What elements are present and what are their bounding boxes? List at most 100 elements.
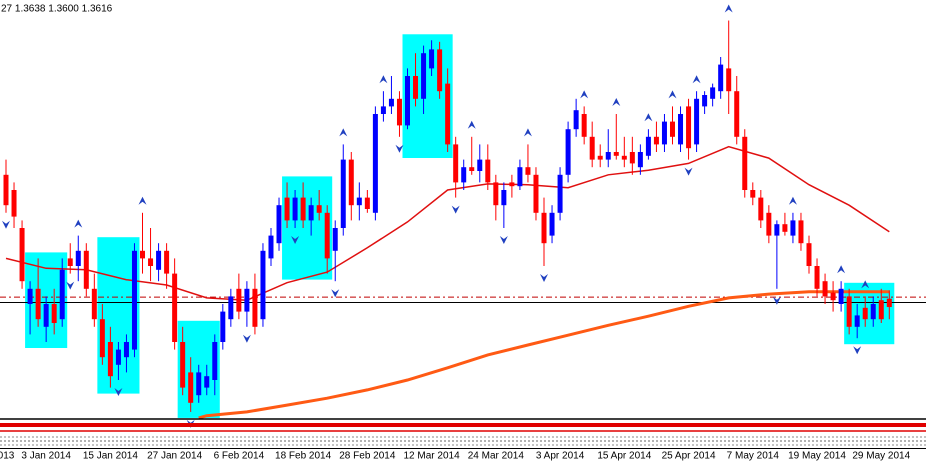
candle-body bbox=[316, 205, 322, 213]
fractal-up bbox=[612, 98, 621, 106]
candle-body bbox=[292, 197, 298, 221]
candle-body bbox=[260, 250, 266, 320]
fractal-up bbox=[523, 128, 532, 137]
candle-body bbox=[814, 266, 820, 289]
fractal-down bbox=[242, 334, 251, 343]
candle-body bbox=[453, 144, 459, 183]
candle-body bbox=[822, 281, 828, 297]
candle-body bbox=[565, 129, 571, 175]
x-tick-label: 25 Apr 2014 bbox=[662, 451, 716, 462]
x-tick-label: 15 Apr 2014 bbox=[597, 451, 651, 462]
candle-body bbox=[180, 342, 186, 388]
highlight-box bbox=[402, 34, 453, 158]
candle-body bbox=[533, 174, 539, 213]
candle-body bbox=[742, 136, 748, 190]
candle-body bbox=[710, 87, 716, 99]
candle-body bbox=[862, 307, 868, 320]
candle-body bbox=[123, 342, 129, 358]
candle-body bbox=[830, 292, 836, 301]
candle-body bbox=[637, 152, 643, 168]
candle-body bbox=[3, 174, 9, 206]
candle-body bbox=[43, 304, 49, 327]
candle-body bbox=[300, 197, 306, 221]
candle-body bbox=[196, 372, 202, 396]
candle-body bbox=[686, 106, 692, 149]
candle-body bbox=[437, 49, 443, 92]
candle-body bbox=[501, 190, 507, 206]
x-tick-label: 6 Feb 2014 bbox=[214, 451, 265, 462]
chart-header: 27 1.3638 1.3600 1.3616 bbox=[1, 4, 113, 15]
candle-body bbox=[268, 235, 274, 259]
candle-body bbox=[236, 288, 242, 312]
candle-body bbox=[774, 224, 780, 236]
candle-body bbox=[485, 159, 491, 183]
candle-body bbox=[517, 167, 523, 187]
candle-body bbox=[653, 136, 659, 145]
candle-body bbox=[308, 205, 314, 221]
fractal-down bbox=[66, 281, 75, 290]
candle-body bbox=[613, 152, 619, 156]
fractal-down bbox=[540, 274, 549, 282]
fractal-down bbox=[114, 388, 123, 396]
candle-body bbox=[75, 250, 81, 266]
candle-body bbox=[59, 269, 65, 320]
candle-body bbox=[188, 372, 194, 403]
candle-body bbox=[284, 197, 290, 221]
candle-body bbox=[573, 110, 579, 130]
fractal-down bbox=[499, 236, 508, 244]
candle-body bbox=[589, 136, 595, 160]
x-tick-label: 12 Mar 2014 bbox=[404, 451, 461, 462]
fractal-up bbox=[668, 90, 677, 99]
candle-body bbox=[782, 224, 788, 232]
candle-body bbox=[846, 296, 852, 327]
moving-average bbox=[198, 290, 890, 420]
fractal-up bbox=[692, 75, 701, 84]
candle-body bbox=[164, 250, 170, 274]
fractal-down bbox=[772, 296, 781, 305]
candle-body bbox=[405, 76, 410, 126]
x-tick-label: 29 May 2014 bbox=[852, 451, 910, 462]
candle-body bbox=[702, 95, 708, 107]
candle-body bbox=[364, 197, 370, 209]
fractal-up bbox=[339, 128, 348, 137]
candle-body bbox=[51, 304, 57, 323]
fractal-down bbox=[2, 220, 10, 229]
x-tick-label: 7 May 2014 bbox=[727, 451, 780, 462]
plot-area bbox=[0, 4, 926, 428]
candle-body bbox=[348, 159, 354, 206]
x-tick-label: 27 Jan 2014 bbox=[147, 451, 202, 462]
candle-body bbox=[156, 250, 162, 270]
candle-body bbox=[750, 190, 756, 198]
fractal-up bbox=[861, 280, 870, 289]
candle-body bbox=[629, 152, 635, 164]
fractal-up bbox=[788, 196, 797, 205]
candle-body bbox=[509, 182, 515, 187]
candle-body bbox=[413, 76, 419, 99]
candle-body bbox=[766, 212, 772, 236]
candle-body bbox=[356, 197, 362, 206]
candle-body bbox=[790, 220, 796, 236]
candle-body bbox=[11, 190, 17, 217]
candle-body bbox=[107, 342, 113, 377]
candle-body bbox=[878, 300, 884, 320]
candle-body bbox=[388, 98, 394, 107]
indicator-band bbox=[0, 423, 926, 427]
candle-body bbox=[886, 298, 892, 308]
candle-body bbox=[694, 98, 700, 145]
highlight-box bbox=[282, 176, 333, 280]
candle-body bbox=[734, 91, 740, 137]
fractal-up bbox=[837, 265, 846, 274]
fractal-up bbox=[467, 120, 476, 129]
x-tick-label: 3 Jan 2014 bbox=[21, 451, 71, 462]
candle-body bbox=[838, 288, 844, 304]
candle-body bbox=[605, 152, 611, 160]
candle-body bbox=[35, 288, 41, 320]
candle-body bbox=[581, 114, 587, 137]
candle-body bbox=[597, 155, 603, 160]
x-tick-label: 15 Jan 2014 bbox=[83, 451, 138, 462]
x-tick-label: 3 Apr 2014 bbox=[536, 451, 585, 462]
candle-body bbox=[19, 228, 25, 282]
candle-body bbox=[870, 304, 876, 320]
candle-body bbox=[645, 136, 651, 156]
